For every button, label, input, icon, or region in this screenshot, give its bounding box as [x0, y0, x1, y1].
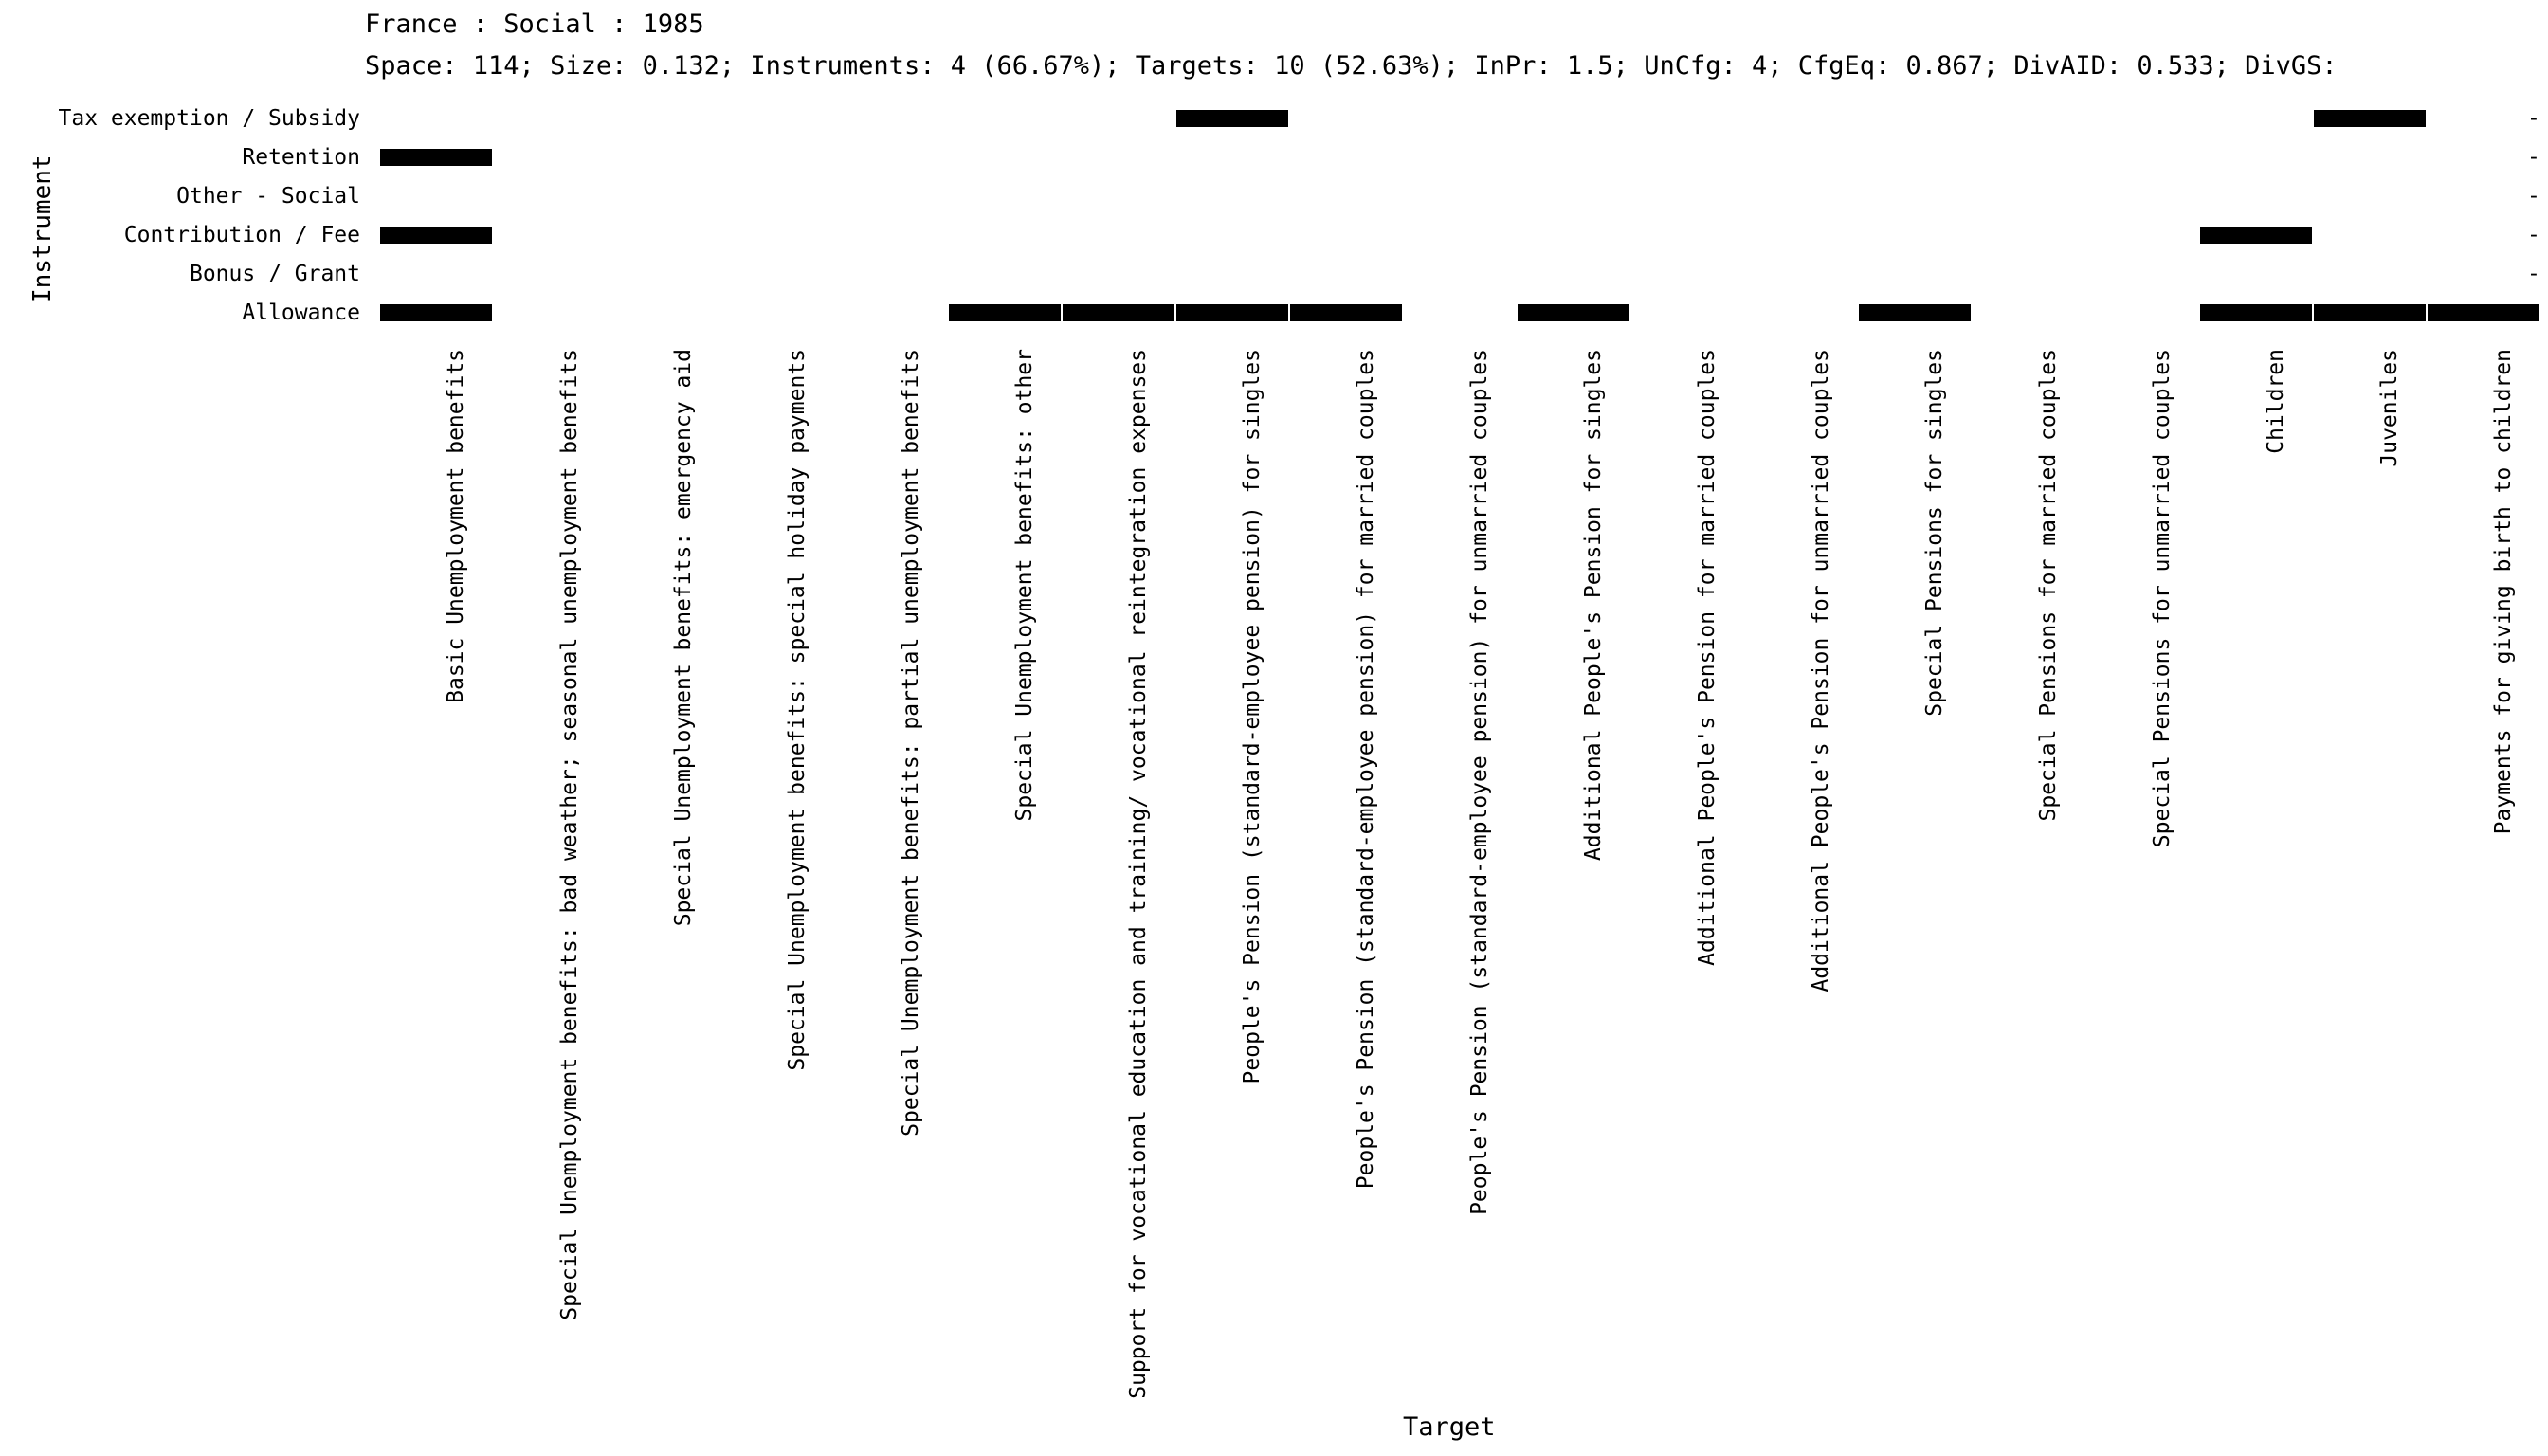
chart-subtitle: Space: 114; Size: 0.132; Instruments: 4 … [365, 51, 2338, 81]
y-tick-label: Other - Social [176, 184, 360, 209]
x-tick-label: Special Pensions for married couples [2036, 349, 2061, 822]
x-tick-label: Basic Unemployment benefits [444, 349, 468, 703]
chart-title: France : Social : 1985 [365, 9, 704, 39]
y-tick-label: Contribution / Fee [124, 223, 360, 247]
x-tick-label: Special Unemployment benefits: bad weath… [557, 349, 582, 1320]
x-tick-label: Special Unemployment benefits: emergency… [671, 349, 696, 926]
y-tick-mark: - [2527, 223, 2540, 247]
x-tick-label: Special Pensions for unmarried couples [2150, 349, 2175, 847]
matrix-cell [2428, 304, 2539, 321]
matrix-cell [1290, 304, 1402, 321]
x-tick-label: Additional People's Pension for unmarrie… [1809, 349, 1833, 992]
matrix-cell [2314, 304, 2426, 321]
y-tick-mark: - [2527, 145, 2540, 170]
matrix-cell [380, 227, 492, 244]
x-tick-label: Additional People's Pension for married … [1695, 349, 1720, 966]
matrix-cell [1176, 304, 1288, 321]
x-tick-label: Special Unemployment benefits: partial u… [899, 349, 923, 1137]
matrix-cell [1518, 304, 1629, 321]
matrix-cell [1859, 304, 1971, 321]
y-axis-label: Instrument [28, 155, 57, 303]
x-tick-label: Juveniles [2377, 349, 2402, 467]
x-tick-label: Children [2264, 349, 2288, 454]
matrix-cell [2314, 110, 2426, 127]
y-tick-mark: - [2527, 184, 2540, 209]
matrix-cell [949, 304, 1061, 321]
y-tick-mark: - [2527, 262, 2540, 286]
x-axis-label: Target [1403, 1412, 1496, 1442]
matrix-cell [1176, 110, 1288, 127]
chart-container: France : Social : 1985 Space: 114; Size:… [0, 0, 2548, 1456]
x-tick-label: Special Pensions for singles [1922, 349, 1947, 717]
x-tick-label: People's Pension (standard-employee pens… [1240, 349, 1265, 1083]
matrix-cell [380, 304, 492, 321]
y-tick-label: Allowance [242, 300, 360, 325]
x-tick-label: Payments for giving birth to children [2491, 349, 2516, 834]
x-tick-label: Support for vocational education and tra… [1126, 349, 1151, 1399]
matrix-cell [380, 149, 492, 166]
matrix-cell [1063, 304, 1174, 321]
y-tick-label: Retention [242, 145, 360, 170]
y-tick-label: Bonus / Grant [190, 262, 360, 286]
x-tick-label: Special Unemployment benefits: special h… [785, 349, 810, 1071]
x-tick-label: Additional People's Pension for singles [1581, 349, 1606, 861]
x-tick-label: People's Pension (standard-employee pens… [1467, 349, 1492, 1215]
matrix-cell [2200, 304, 2312, 321]
y-tick-mark: - [2527, 106, 2540, 131]
matrix-cell [2200, 227, 2312, 244]
x-tick-label: Special Unemployment benefits: other [1012, 349, 1037, 822]
x-tick-label: People's Pension (standard-employee pens… [1354, 349, 1378, 1189]
y-tick-label: Tax exemption / Subsidy [59, 106, 361, 131]
